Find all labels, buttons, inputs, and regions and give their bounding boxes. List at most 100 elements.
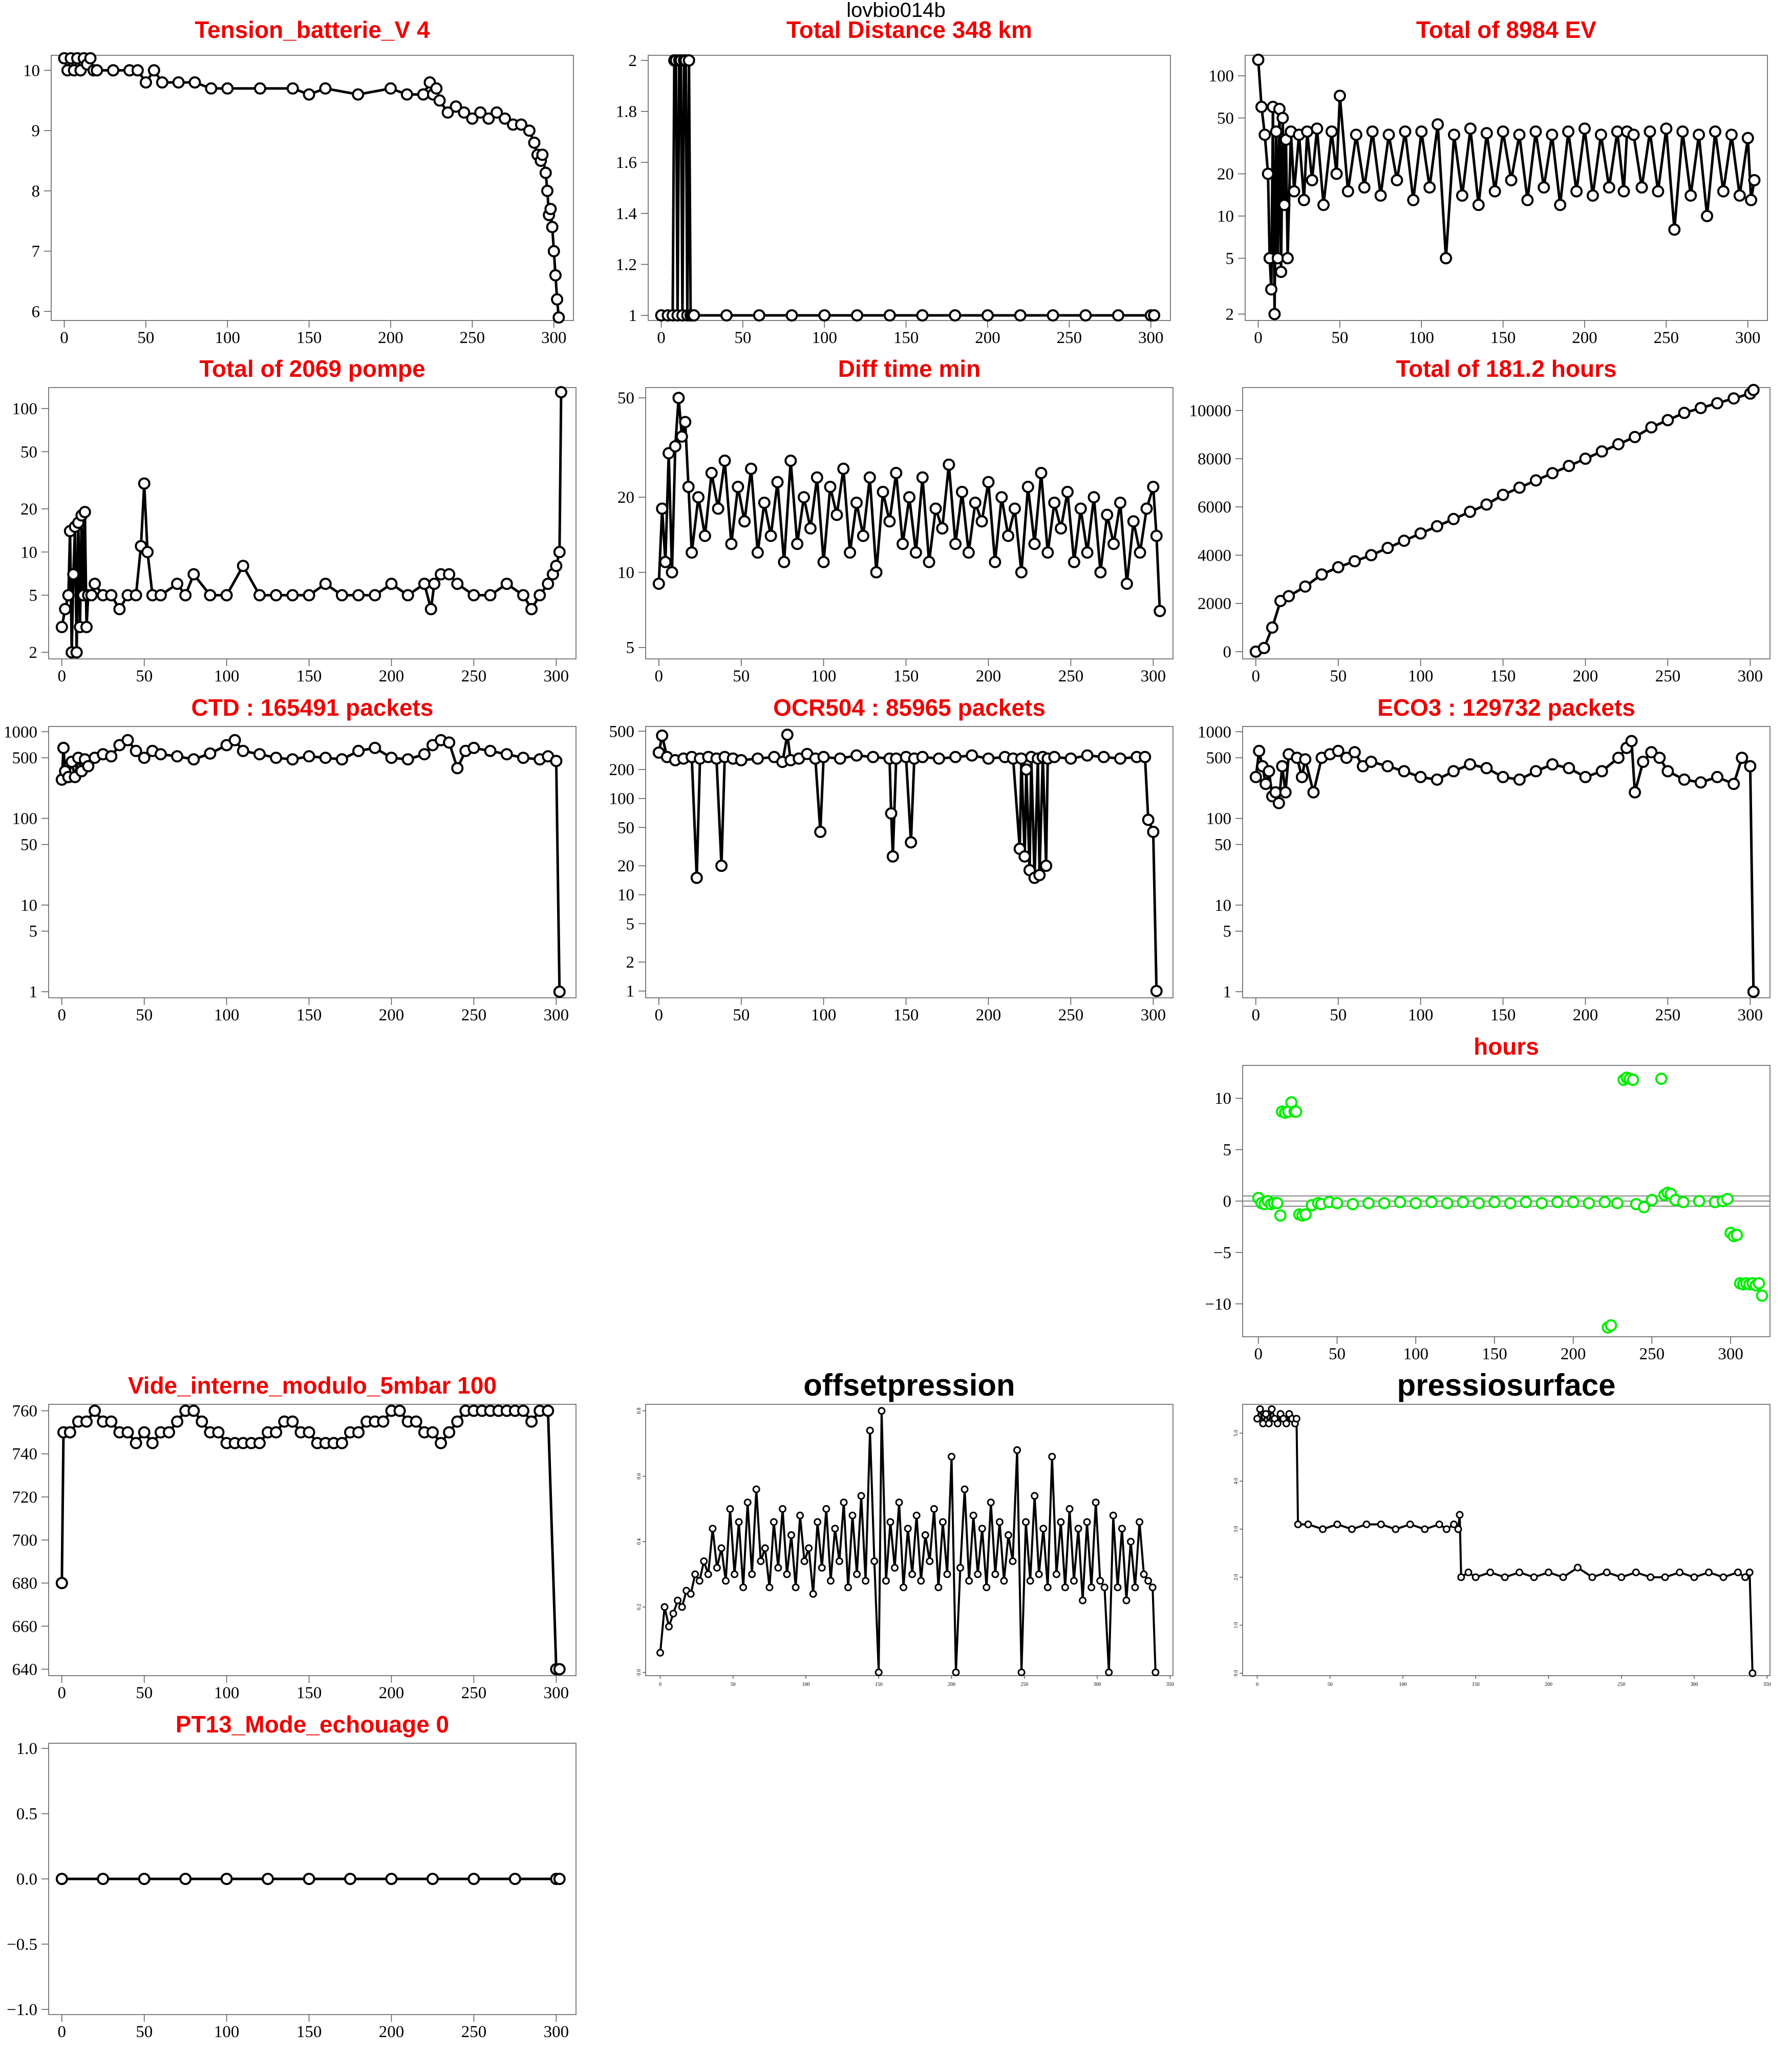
data-point: [1144, 1577, 1153, 1585]
x-tick-label: 100: [802, 1682, 809, 1687]
data-point: [1271, 252, 1284, 265]
data-point: [743, 1499, 752, 1507]
x-tick-label: 0: [58, 1684, 67, 1702]
data-point: [319, 752, 332, 764]
data-point: [303, 750, 315, 763]
data-point: [989, 555, 1001, 568]
data-point: [810, 471, 823, 484]
data-point: [433, 94, 446, 107]
y-tick-label: 0.8: [636, 1408, 642, 1415]
data-point: [1043, 1584, 1052, 1592]
y-tick-label: 100: [1206, 810, 1232, 828]
x-tick-label: 300: [1691, 1682, 1698, 1687]
data-point: [700, 1557, 708, 1565]
data-point: [850, 497, 863, 509]
data-point: [909, 546, 922, 559]
data-point: [982, 476, 995, 488]
data-point: [809, 1590, 817, 1598]
data-point: [1629, 786, 1641, 799]
data-point: [542, 577, 554, 590]
data-point: [1546, 467, 1559, 480]
data-point: [1440, 252, 1453, 265]
data-point: [1652, 185, 1665, 198]
data-point: [969, 1511, 977, 1520]
data-point: [1005, 1531, 1012, 1539]
x-tick-label: 350: [1166, 1682, 1174, 1687]
data-point: [672, 392, 685, 404]
x-tick-label: 100: [214, 1006, 240, 1024]
data-point: [822, 1505, 830, 1513]
data-point: [1497, 771, 1509, 783]
data-point: [55, 1873, 68, 1885]
chart-svg-pt13: PT13_Mode_echouage 0 0 50 100 150 200 250 300 −1…: [7, 1711, 577, 2041]
y-tick-label: 8: [32, 182, 40, 201]
data-point: [91, 64, 103, 77]
data-point: [1154, 605, 1166, 617]
data-point: [204, 747, 217, 760]
data-point: [138, 1426, 151, 1439]
data-point: [891, 1564, 899, 1572]
data-point: [652, 577, 665, 590]
data-point: [1260, 778, 1272, 790]
data-point: [1362, 1197, 1375, 1209]
data-point: [1292, 1415, 1300, 1423]
x-tick-label: 200: [378, 329, 403, 347]
data-point: [1139, 751, 1151, 763]
data-point: [890, 752, 903, 765]
data-point: [692, 491, 705, 504]
data-point: [1306, 174, 1318, 186]
data-point: [1257, 641, 1270, 654]
chart-title: PT13_Mode_echouage 0: [176, 1711, 449, 1738]
data-point: [62, 589, 75, 602]
y-tick-label: 5: [29, 923, 38, 941]
data-point: [1256, 1405, 1264, 1413]
data-point: [878, 1407, 886, 1415]
data-point: [1535, 1197, 1548, 1209]
data-point: [1563, 762, 1575, 775]
data-point: [995, 1518, 1004, 1526]
data-point: [1118, 1525, 1126, 1533]
x-tick-label: 250: [460, 329, 485, 347]
data-point: [1258, 129, 1271, 141]
data-point: [1637, 756, 1650, 768]
x-tick-label: 50: [733, 667, 750, 686]
data-point: [525, 1415, 538, 1428]
data-point: [1140, 502, 1153, 515]
data-point: [1407, 194, 1420, 206]
data-point: [1747, 986, 1760, 998]
x-tick-label: 250: [1639, 1345, 1665, 1363]
data-point: [1092, 1499, 1100, 1507]
x-tick-label: 50: [137, 329, 154, 347]
y-tick-label: 1.6: [616, 154, 637, 172]
data-point: [857, 529, 869, 542]
data-point: [254, 82, 266, 95]
chart-title: offsetpression: [803, 1368, 1015, 1402]
data-point: [1447, 512, 1460, 525]
data-point: [949, 309, 962, 322]
series-group: [1252, 53, 1761, 320]
data-point: [139, 76, 152, 89]
chart-panel-hours-total: Total of 181.2 hours 0 50 100 150 200 250 300 0 2…: [1189, 355, 1791, 698]
series-group: [652, 392, 1166, 617]
data-point: [517, 1404, 529, 1417]
data-point: [253, 748, 266, 761]
x-tick-label: 150: [296, 1684, 322, 1702]
data-point: [525, 603, 538, 615]
data-point: [656, 729, 669, 742]
data-point: [385, 1873, 398, 1885]
x-tick-label: 0: [58, 1006, 67, 1024]
data-point: [1381, 542, 1394, 554]
data-point: [1612, 752, 1625, 764]
data-point: [1018, 850, 1031, 863]
plot-frame: [645, 387, 1174, 659]
data-point: [682, 54, 695, 67]
data-point: [212, 1426, 225, 1439]
data-point: [1529, 474, 1542, 487]
data-point: [1101, 508, 1114, 521]
data-point: [722, 1577, 730, 1585]
data-point: [862, 1577, 870, 1585]
data-point: [761, 1544, 769, 1552]
data-point: [774, 1564, 782, 1572]
data-point: [712, 502, 724, 515]
